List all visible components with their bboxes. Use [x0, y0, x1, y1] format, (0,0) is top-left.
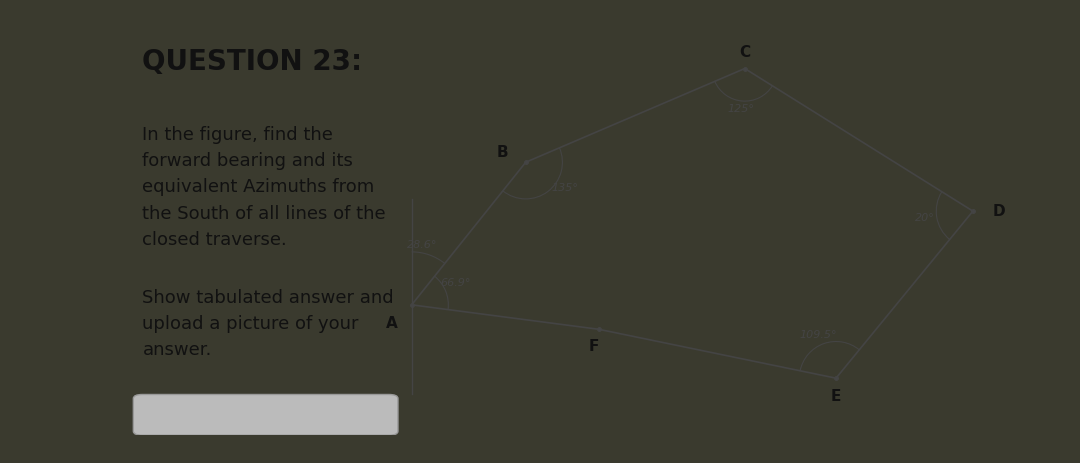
Text: Show tabulated answer and
upload a picture of your
answer.: Show tabulated answer and upload a pictu… [143, 288, 394, 359]
Text: 28.6°: 28.6° [407, 240, 437, 250]
Text: 20°: 20° [915, 213, 934, 223]
FancyBboxPatch shape [133, 394, 399, 435]
Text: A: A [386, 316, 397, 331]
Text: 66.9°: 66.9° [440, 278, 471, 288]
Text: D: D [993, 204, 1004, 219]
Text: B: B [497, 144, 509, 160]
Text: 125°: 125° [728, 104, 755, 114]
Text: In the figure, find the
forward bearing and its
equivalent Azimuths from
the Sou: In the figure, find the forward bearing … [143, 125, 386, 249]
Text: QUESTION 23:: QUESTION 23: [143, 48, 363, 76]
Text: E: E [831, 389, 841, 404]
Text: C: C [739, 45, 751, 60]
Text: 109.5°: 109.5° [799, 330, 837, 340]
Text: F: F [589, 339, 599, 354]
Text: 135°: 135° [552, 183, 579, 193]
